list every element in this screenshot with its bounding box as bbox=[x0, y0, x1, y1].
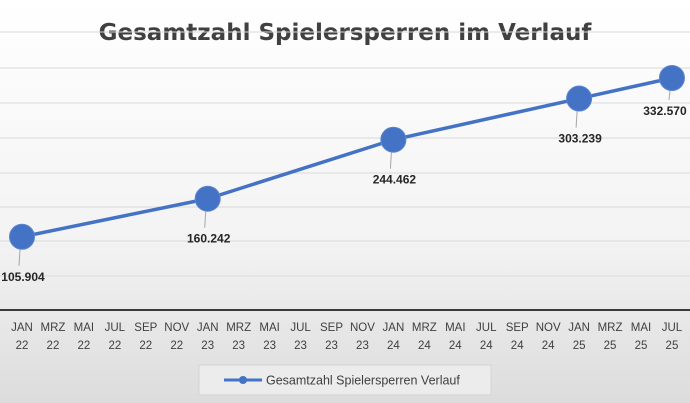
x-tick-month: MAI bbox=[445, 322, 465, 334]
x-tick-month: MRZ bbox=[40, 322, 65, 334]
x-tick-month: MAI bbox=[631, 322, 651, 334]
x-tick-month: JAN bbox=[383, 322, 405, 334]
series-group bbox=[10, 66, 685, 250]
chart-title: Gesamtzahl Spielersperren im Verlauf bbox=[99, 20, 593, 46]
leader-line bbox=[19, 250, 20, 266]
data-point bbox=[10, 224, 35, 249]
x-tick-month: JAN bbox=[11, 322, 33, 334]
x-tick-year: 24 bbox=[511, 340, 524, 352]
x-tick-month: MRZ bbox=[598, 322, 623, 334]
x-tick-month: MRZ bbox=[412, 322, 437, 334]
leader-line bbox=[576, 112, 577, 128]
x-tick-month: MAI bbox=[74, 322, 94, 334]
legend-dot-marker bbox=[239, 376, 247, 384]
x-tick-month: SEP bbox=[134, 322, 157, 334]
leader-line bbox=[205, 212, 206, 228]
x-tick-month: JUL bbox=[476, 322, 497, 334]
x-tick-year: 22 bbox=[47, 340, 60, 352]
data-point bbox=[195, 186, 220, 211]
x-axis-ticks: JAN 22 MRZ 22 MAI 22 JUL 22 SEP 22 NOV 22 JAN 23 MRZ 23… bbox=[11, 322, 683, 352]
legend: Gesamtzahl Spielersperren Verlauf bbox=[199, 365, 491, 395]
data-labels: 105.904 160.242 244.462 303.239 332.570 bbox=[1, 104, 687, 284]
x-tick-year: 23 bbox=[325, 340, 338, 352]
x-tick-month: JAN bbox=[197, 322, 219, 334]
leader-line bbox=[390, 153, 391, 169]
data-point bbox=[381, 127, 406, 152]
x-tick-year: 23 bbox=[263, 340, 276, 352]
data-label: 332.570 bbox=[643, 104, 687, 118]
x-tick-month: NOV bbox=[350, 322, 375, 334]
x-tick-year: 22 bbox=[78, 340, 91, 352]
x-tick-year: 24 bbox=[387, 340, 400, 352]
x-tick-year: 23 bbox=[232, 340, 245, 352]
x-tick-year: 25 bbox=[573, 340, 586, 352]
x-tick-month: JUL bbox=[290, 322, 311, 334]
x-tick-month: JAN bbox=[568, 322, 590, 334]
data-point bbox=[567, 86, 592, 111]
data-point bbox=[659, 66, 684, 91]
x-tick-year: 25 bbox=[666, 340, 679, 352]
x-tick-year: 24 bbox=[418, 340, 431, 352]
x-tick-month: JUL bbox=[105, 322, 126, 334]
x-tick-year: 25 bbox=[635, 340, 648, 352]
leader-line bbox=[669, 91, 670, 100]
x-tick-year: 22 bbox=[139, 340, 152, 352]
x-tick-month: SEP bbox=[320, 322, 343, 334]
x-tick-month: NOV bbox=[164, 322, 189, 334]
x-tick-year: 24 bbox=[542, 340, 555, 352]
x-tick-month: MRZ bbox=[226, 322, 251, 334]
x-tick-year: 22 bbox=[108, 340, 121, 352]
x-tick-year: 23 bbox=[294, 340, 307, 352]
x-tick-month: NOV bbox=[536, 322, 561, 334]
x-tick-month: SEP bbox=[506, 322, 529, 334]
x-tick-year: 25 bbox=[604, 340, 617, 352]
x-tick-year: 22 bbox=[16, 340, 29, 352]
x-tick-year: 22 bbox=[170, 340, 183, 352]
label-leader-lines bbox=[19, 91, 670, 266]
x-tick-year: 23 bbox=[356, 340, 369, 352]
x-tick-year: 23 bbox=[201, 340, 214, 352]
x-tick-year: 24 bbox=[480, 340, 493, 352]
x-tick-month: JUL bbox=[662, 322, 683, 334]
data-label: 303.239 bbox=[558, 132, 602, 146]
data-label: 105.904 bbox=[1, 270, 45, 284]
x-tick-year: 24 bbox=[449, 340, 462, 352]
data-label: 160.242 bbox=[187, 232, 231, 246]
data-label: 244.462 bbox=[373, 173, 417, 187]
x-tick-month: MAI bbox=[259, 322, 279, 334]
legend-label: Gesamtzahl Spielersperren Verlauf bbox=[266, 374, 460, 388]
